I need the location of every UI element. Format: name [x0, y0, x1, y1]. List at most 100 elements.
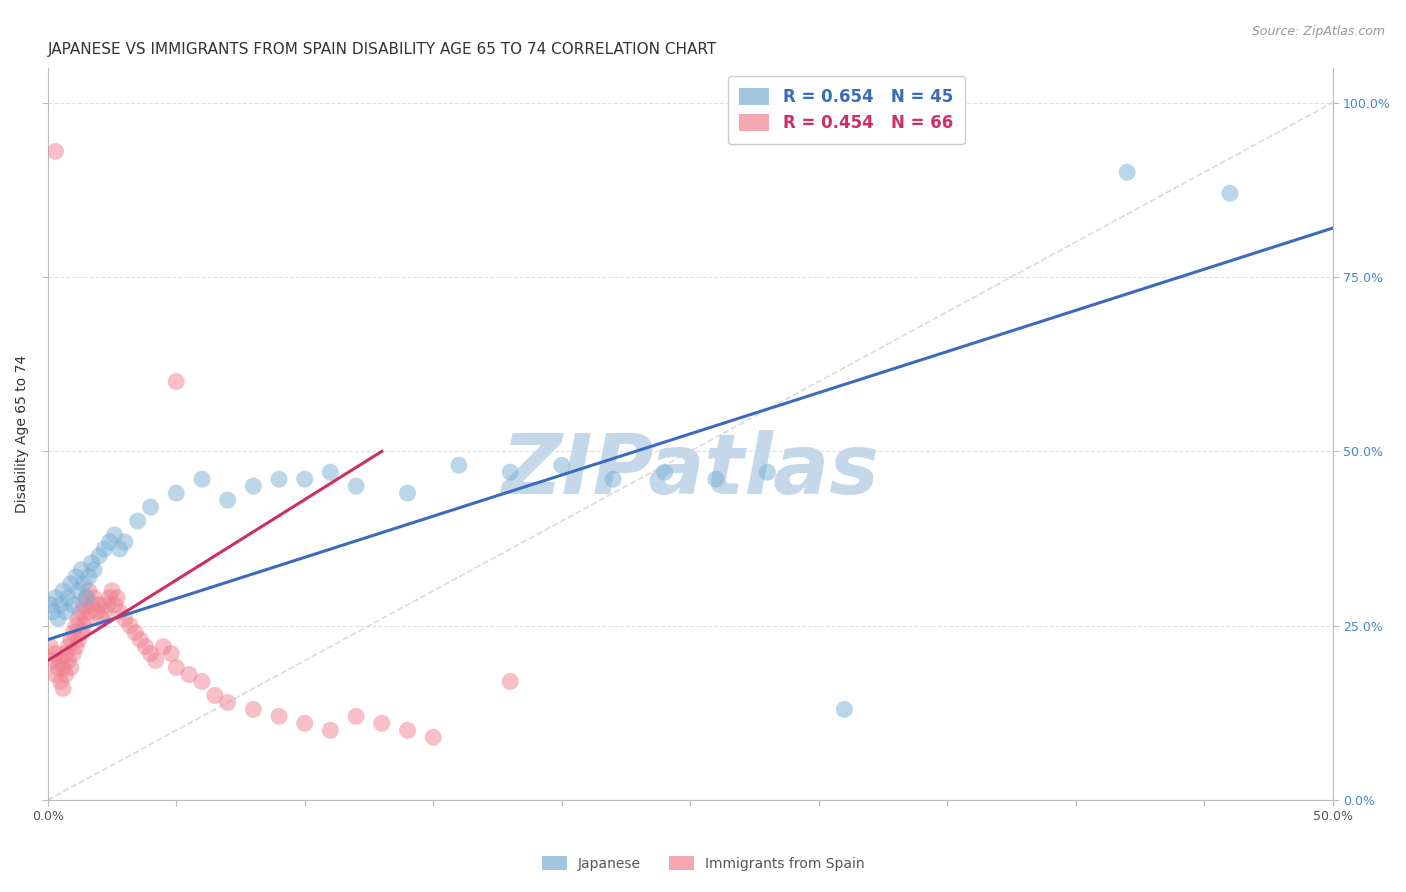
Point: [46, 612, 69, 626]
Point: [70, 605, 93, 619]
Point: [165, 375, 187, 389]
Point: [83, 591, 105, 605]
Point: [73, 598, 96, 612]
Point: [93, 605, 115, 619]
Point: [75, 612, 97, 626]
Point: [59, 577, 82, 591]
Point: [118, 618, 141, 632]
Point: [80, 556, 103, 570]
Point: [55, 647, 77, 661]
Point: [59, 632, 82, 647]
Point: [77, 583, 100, 598]
Point: [67, 583, 90, 598]
Point: [67, 632, 90, 647]
Point: [319, 723, 342, 738]
Point: [191, 472, 214, 486]
Point: [396, 723, 419, 738]
Point: [89, 549, 111, 563]
Point: [447, 458, 470, 473]
Point: [165, 486, 187, 500]
Point: [139, 647, 162, 661]
Point: [65, 640, 87, 654]
Point: [551, 458, 574, 473]
Point: [396, 486, 419, 500]
Point: [96, 598, 118, 612]
Point: [422, 731, 444, 745]
Point: [90, 612, 112, 626]
Point: [59, 660, 82, 674]
Point: [499, 674, 522, 689]
Point: [319, 465, 342, 479]
Point: [62, 625, 84, 640]
Point: [101, 583, 124, 598]
Point: [103, 598, 125, 612]
Point: [44, 145, 66, 159]
Point: [103, 528, 125, 542]
Point: [108, 605, 131, 619]
Point: [75, 591, 97, 605]
Point: [65, 570, 87, 584]
Point: [114, 535, 136, 549]
Point: [152, 640, 174, 654]
Point: [654, 465, 676, 479]
Point: [46, 660, 69, 674]
Point: [499, 465, 522, 479]
Point: [165, 660, 187, 674]
Point: [108, 541, 131, 556]
Point: [55, 667, 77, 681]
Point: [93, 541, 115, 556]
Point: [75, 591, 97, 605]
Point: [52, 583, 75, 598]
Point: [160, 647, 183, 661]
Point: [70, 563, 93, 577]
Point: [294, 472, 316, 486]
Point: [58, 654, 80, 668]
Point: [65, 618, 87, 632]
Point: [42, 654, 65, 668]
Y-axis label: Disability Age 65 to 74: Disability Age 65 to 74: [15, 355, 30, 513]
Point: [83, 563, 105, 577]
Point: [704, 472, 727, 486]
Point: [217, 493, 239, 508]
Point: [44, 647, 66, 661]
Point: [191, 674, 214, 689]
Point: [52, 660, 75, 674]
Point: [371, 716, 394, 731]
Point: [58, 591, 80, 605]
Point: [58, 640, 80, 654]
Legend: Japanese, Immigrants from Spain: Japanese, Immigrants from Spain: [536, 850, 870, 876]
Point: [267, 709, 290, 723]
Point: [145, 654, 167, 668]
Point: [242, 479, 264, 493]
Point: [52, 681, 75, 696]
Point: [834, 702, 856, 716]
Point: [49, 674, 72, 689]
Legend: R = 0.654   N = 45, R = 0.454   N = 66: R = 0.654 N = 45, R = 0.454 N = 66: [728, 76, 965, 144]
Point: [67, 612, 90, 626]
Point: [49, 598, 72, 612]
Point: [42, 605, 65, 619]
Point: [73, 577, 96, 591]
Point: [70, 625, 93, 640]
Point: [89, 598, 111, 612]
Point: [39, 640, 62, 654]
Point: [756, 465, 779, 479]
Point: [139, 500, 162, 514]
Text: ZIPatlas: ZIPatlas: [502, 430, 879, 511]
Point: [39, 598, 62, 612]
Point: [55, 605, 77, 619]
Point: [127, 514, 149, 528]
Point: [44, 667, 66, 681]
Point: [602, 472, 624, 486]
Point: [77, 570, 100, 584]
Point: [344, 709, 367, 723]
Point: [294, 716, 316, 731]
Point: [124, 625, 146, 640]
Point: [44, 591, 66, 605]
Point: [267, 472, 290, 486]
Point: [134, 640, 156, 654]
Point: [204, 689, 226, 703]
Point: [1219, 186, 1241, 201]
Point: [105, 591, 128, 605]
Point: [344, 479, 367, 493]
